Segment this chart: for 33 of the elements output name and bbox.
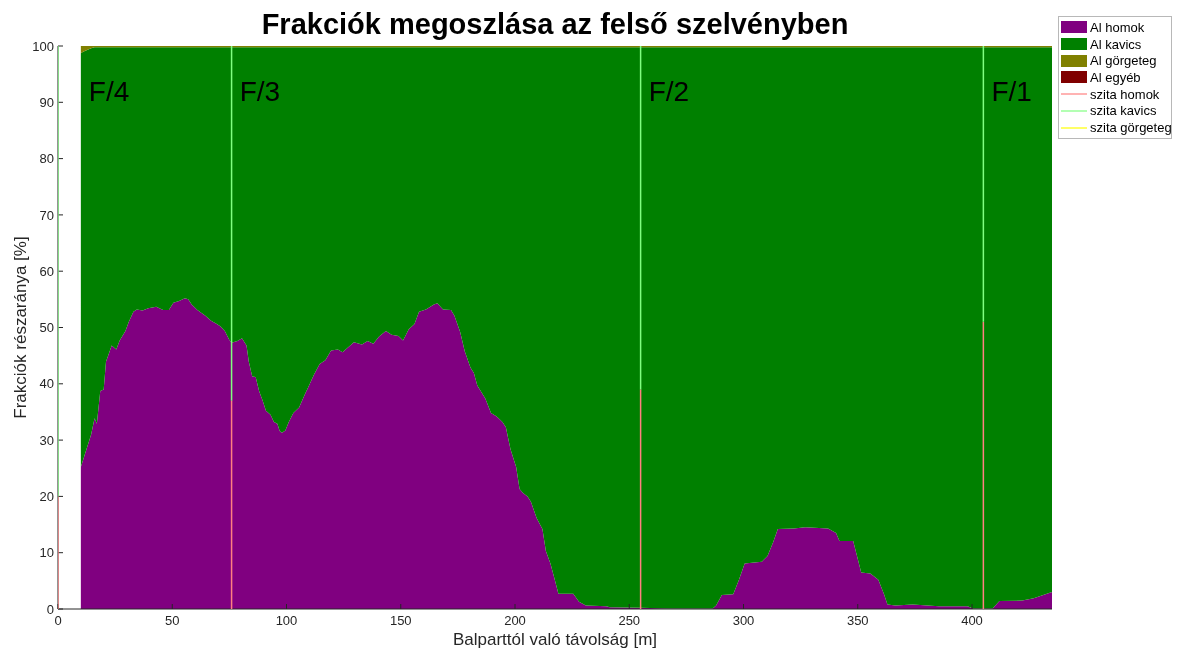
x-tick-label: 50: [165, 613, 180, 629]
y-tick-label: 70: [39, 207, 54, 223]
legend-label: Al görgeteg: [1090, 53, 1157, 69]
annotation: F/3: [239, 76, 281, 107]
x-axis-title: Balparttól való távolság [m]: [452, 630, 658, 649]
x-tick-label: 250: [618, 613, 641, 629]
chart-title: Frakciók megoszlása az felső szelvényben: [260, 8, 850, 40]
annotation: F/4: [88, 76, 130, 107]
y-tick-label: 0: [46, 601, 54, 617]
annotation: F/2: [648, 76, 690, 107]
y-tick-label: 10: [39, 545, 54, 561]
y-tick-label: 80: [39, 151, 54, 167]
legend-label: Al kavics: [1090, 36, 1142, 52]
legend-label: szita görgeteg: [1090, 120, 1172, 136]
legend-label: Al egyéb: [1090, 69, 1141, 85]
y-axis-title: Frakciók részaránya [%]: [11, 236, 31, 419]
x-tick-label: 100: [275, 613, 298, 629]
y-tick-label: 100: [32, 38, 54, 54]
x-tick-label: 300: [732, 613, 755, 629]
legend-label: Al homok: [1090, 19, 1145, 35]
y-tick-label: 20: [39, 489, 54, 505]
x-tick-label: 200: [504, 613, 526, 629]
legend-label: szita homok: [1090, 86, 1160, 102]
y-tick-label: 60: [39, 263, 54, 279]
x-tick-label: 400: [961, 613, 983, 629]
x-tick-label: 150: [389, 613, 412, 629]
y-tick-label: 40: [39, 376, 54, 392]
y-tick-label: 50: [39, 320, 54, 336]
legend-label: szita kavics: [1090, 103, 1157, 119]
x-tick-label: 350: [846, 613, 869, 629]
y-tick-label: 90: [39, 94, 54, 110]
annotation: F/1: [991, 76, 1032, 107]
y-tick-label: 30: [39, 432, 54, 448]
